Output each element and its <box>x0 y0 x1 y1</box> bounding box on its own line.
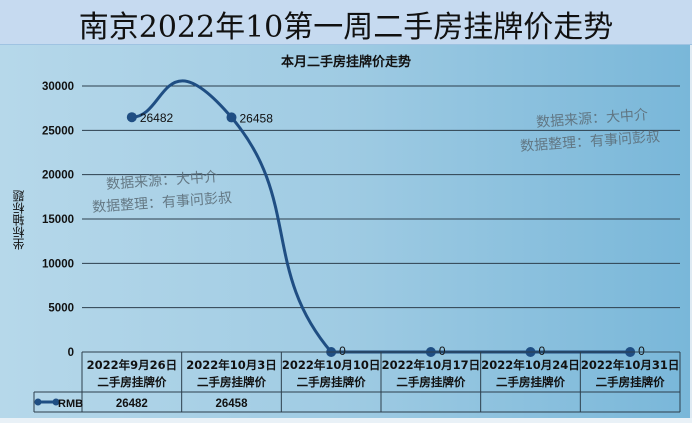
data-point-marker[interactable] <box>126 112 137 123</box>
x-category-label: 二手房挂牌价 <box>396 375 465 389</box>
x-category-date: 2022年10月10日 <box>282 358 381 372</box>
legend-label-rmb: RMB <box>58 398 83 410</box>
data-label: 26482 <box>140 111 174 125</box>
y-tick-label: 10000 <box>42 258 74 270</box>
x-category-label: 二手房挂牌价 <box>197 375 266 389</box>
data-label: 0 <box>339 344 346 358</box>
data-label: 26458 <box>240 111 274 125</box>
chart-title: 本月二手房挂牌价走势 <box>280 55 411 70</box>
x-category-date: 2022年10月24日 <box>481 358 580 372</box>
bottom-strip <box>0 418 692 423</box>
x-category-date: 2022年10月3日 <box>186 358 277 372</box>
data-point-marker[interactable] <box>226 112 237 123</box>
y-tick-label: 15000 <box>42 214 74 226</box>
legend-marker-icon <box>34 398 42 406</box>
x-category-label: 二手房挂牌价 <box>496 375 565 389</box>
data-label: 0 <box>638 344 645 358</box>
y-tick-label: 25000 <box>42 125 74 137</box>
x-category-label: 二手房挂牌价 <box>596 375 665 389</box>
page-title: 南京2022年10第一周二手房挂牌价走势 <box>78 10 614 45</box>
y-tick-label: 20000 <box>42 170 74 182</box>
x-category-date: 2022年10月31日 <box>581 358 680 372</box>
x-category-label: 二手房挂牌价 <box>297 375 366 389</box>
table-cell-value: 26482 <box>116 398 148 410</box>
legend-marker-icon <box>52 398 60 406</box>
y-tick-label: 5000 <box>48 303 74 315</box>
page-title-bar: 南京2022年10第一周二手房挂牌价走势 <box>0 0 692 45</box>
data-label: 0 <box>439 344 446 358</box>
y-tick-label: 0 <box>68 347 74 359</box>
x-category-date: 2022年10月17日 <box>382 358 481 372</box>
chart-area <box>0 45 692 418</box>
y-tick-label: 30000 <box>42 81 74 93</box>
data-label: 0 <box>539 344 546 358</box>
table-cell-value: 26458 <box>216 398 249 410</box>
x-category-date: 2022年9月26日 <box>87 358 178 372</box>
x-category-label: 二手房挂牌价 <box>97 375 166 389</box>
